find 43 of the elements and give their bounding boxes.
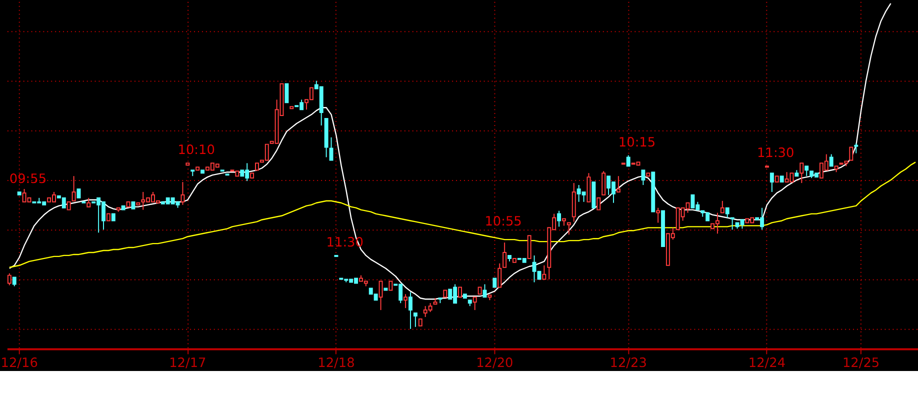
- candlestick: [378, 280, 383, 311]
- candlestick: [458, 286, 462, 298]
- candlestick: [720, 200, 724, 214]
- candlestick: [656, 207, 660, 224]
- x-tick-label: 12/25: [842, 356, 880, 372]
- candlestick: [829, 154, 834, 167]
- candlestick: [498, 262, 502, 288]
- candlestick: [725, 207, 730, 218]
- candlestick: [641, 170, 646, 186]
- annotation: 11:30: [757, 146, 794, 162]
- candlestick: [804, 166, 809, 177]
- candlestick: [502, 242, 507, 268]
- candlestick: [413, 312, 418, 328]
- candlestick: [849, 146, 854, 161]
- candlestick: [180, 182, 185, 206]
- annotation: 09:55: [9, 172, 47, 188]
- x-tick-label: 12/23: [610, 356, 647, 372]
- candlestick: [566, 222, 571, 236]
- candlestick: [542, 264, 546, 280]
- candlestick: [602, 170, 606, 196]
- candlestick: [527, 235, 532, 259]
- annotation: 10:10: [178, 143, 215, 158]
- x-tick-label: 12/17: [169, 356, 206, 372]
- x-tick-label: 12/18: [318, 356, 355, 372]
- candlestick: [404, 294, 408, 309]
- candlestick: [408, 292, 412, 330]
- candlestick: [616, 176, 620, 192]
- annotation: 10:15: [618, 135, 656, 150]
- x-tick-label: 12/24: [748, 356, 786, 372]
- candlestick: [7, 272, 12, 286]
- candlestick: [482, 284, 487, 298]
- candlestick: [72, 176, 76, 202]
- candlestick: [596, 197, 601, 210]
- candlestick: [557, 210, 562, 228]
- candlestick: [284, 83, 289, 104]
- x-tick-label: 12/16: [0, 356, 38, 372]
- annotation: 10:55: [484, 214, 522, 230]
- candlestick: [472, 296, 477, 311]
- candlestick: [854, 142, 858, 154]
- candlestick: [800, 162, 804, 184]
- candlestick: [770, 172, 774, 192]
- x-tick-label: 12/20: [476, 356, 514, 372]
- candlestick: [626, 154, 630, 167]
